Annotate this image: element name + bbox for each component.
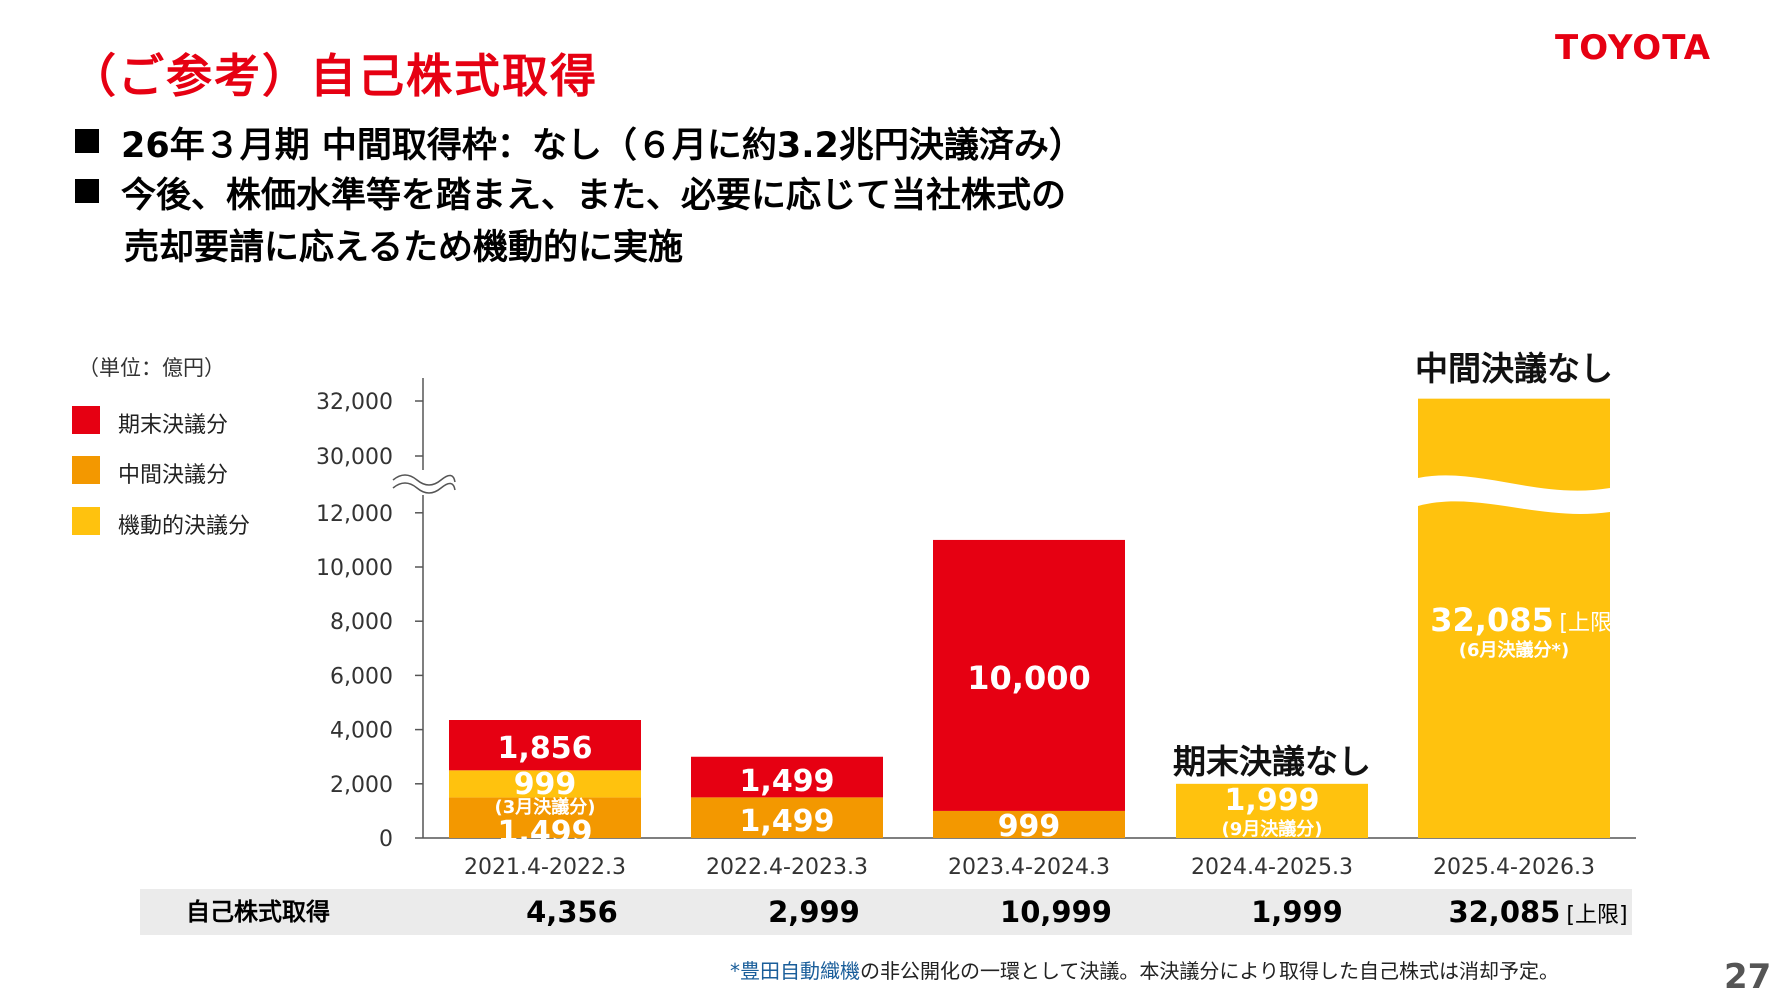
bar-break-gap: [1418, 475, 1610, 514]
annotation-no-year-end: 期末決議なし: [1173, 742, 1371, 781]
summary-row: 4,356 2,999 10,999 1,999 32,085 [上限]: [140, 889, 1632, 935]
axis-break-mark: [392, 482, 456, 494]
square-bullet-icon: [75, 179, 99, 203]
square-bullet-icon: [75, 129, 99, 153]
bar-segment: [1418, 398, 1610, 838]
bar-segment: [691, 756, 883, 798]
data-label: 10,000: [967, 659, 1090, 697]
bullet-item-1: 26年３月期 中間取得枠：なし（６月に約3.2兆円決議済み）: [75, 120, 1084, 172]
bullet-text-1: 26年３月期 中間取得枠：なし（６月に約3.2兆円決議済み）: [121, 126, 1084, 166]
y-tick-label: 2,000: [330, 773, 393, 798]
bullet-text-2-continued: 売却要請に応えるため機動的に実施: [124, 228, 683, 268]
y-tick-label: 10,000: [316, 556, 393, 581]
data-label: 1,856: [498, 731, 593, 766]
bar-segment: [449, 770, 641, 798]
legend-label: 中間決議分: [118, 463, 229, 488]
page-number: 27: [1724, 957, 1772, 997]
data-label: 999: [998, 809, 1061, 844]
data-label: 1,499: [740, 804, 835, 839]
x-tick-label: 2022.4-2023.3: [706, 855, 868, 880]
bar-segment: [1176, 783, 1368, 838]
footnote-text: の非公開化の一環として決議。本決議分により取得した自己株式は消却予定。: [860, 959, 1559, 983]
y-tick-label: 32,000: [316, 390, 393, 415]
bar-segment: [933, 539, 1125, 811]
data-sublabel: (6月決議分*): [1459, 639, 1569, 661]
data-sublabel: (9月決議分): [1222, 818, 1323, 840]
y-tick-label: 4,000: [330, 719, 393, 744]
data-label: 999: [514, 767, 577, 802]
annotation-no-interim: 中間決議なし: [1415, 349, 1613, 388]
bar-segment: [449, 797, 641, 838]
bar-segment: [933, 810, 1125, 838]
footnote: *豊田自動織機の非公開化の一環として決議。本決議分により取得した自己株式は消却予…: [730, 955, 1559, 984]
legend-swatch-orange: [72, 456, 100, 484]
data-label: 32,085: [1430, 601, 1553, 639]
toyota-logo: TOYOTA: [1555, 28, 1712, 68]
legend-label: 期末決議分: [118, 413, 229, 438]
x-tick-label: 2025.4-2026.3: [1433, 855, 1595, 880]
summary-value: 1,999: [1251, 895, 1343, 929]
y-tick-label: 12,000: [316, 502, 393, 527]
bar-segment: [449, 720, 641, 771]
upper-limit-label: [上限]: [1559, 611, 1620, 636]
summary-label: 自己株式取得: [186, 898, 330, 926]
footnote-asterisk: *豊田自動織機: [730, 959, 860, 983]
x-tick-label: 2023.4-2024.3: [948, 855, 1110, 880]
axis-break-mark: [392, 474, 456, 486]
page-title: （ご参考）自己株式取得: [70, 49, 598, 103]
data-label: 1,999: [1225, 783, 1320, 818]
y-tick-label: 8,000: [330, 610, 393, 635]
summary-value: 2,999: [768, 895, 860, 929]
data-sublabel: (3月決議分): [495, 796, 596, 818]
upper-limit-suffix: [上限]: [1566, 903, 1628, 928]
bar-segment: [691, 797, 883, 838]
y-tick-label: 0: [379, 827, 393, 852]
bullet-item-2: 今後、株価水準等を踏まえ、また、必要に応じて当社株式の: [75, 170, 1066, 222]
summary-value: 10,999: [1000, 895, 1112, 929]
x-tick-label: 2024.4-2025.3: [1191, 855, 1353, 880]
data-label: 1,499: [740, 764, 835, 799]
data-label: 1,499: [498, 815, 593, 850]
legend-swatch-red: [72, 406, 100, 434]
summary-value-last: 32,085 [上限]: [1448, 895, 1628, 929]
y-tick-label: 30,000: [316, 445, 393, 470]
y-tick-label: 6,000: [330, 664, 393, 689]
x-tick-label: 2021.4-2022.3: [464, 855, 626, 880]
summary-value: 4,356: [526, 895, 618, 929]
legend-label: 機動的決議分: [118, 514, 251, 539]
legend-swatch-yellow: [72, 507, 100, 535]
unit-label: （単位：億円）: [78, 356, 225, 380]
bullet-text-2: 今後、株価水準等を踏まえ、また、必要に応じて当社株式の: [121, 176, 1067, 216]
